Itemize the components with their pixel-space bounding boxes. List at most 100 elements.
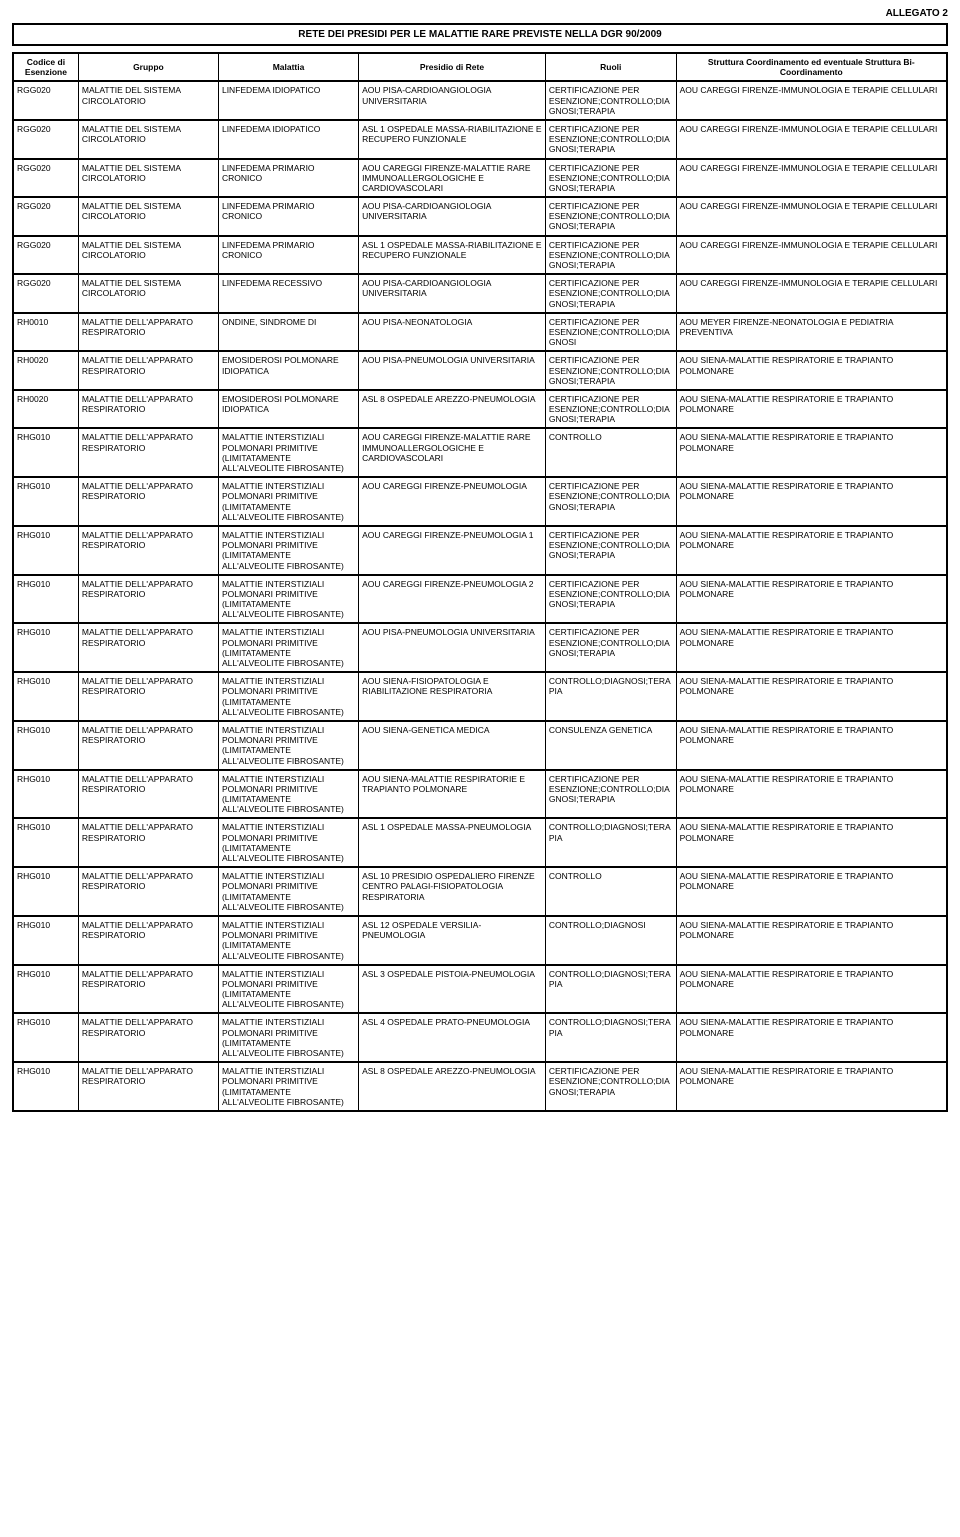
table-cell: CERTIFICAZIONE PER ESENZIONE;CONTROLLO;D… [545, 351, 676, 390]
table-cell: AOU CAREGGI FIRENZE-PNEUMOLOGIA 2 [359, 575, 546, 624]
table-cell: AOU SIENA-MALATTIE RESPIRATORIE E TRAPIA… [676, 672, 947, 721]
table-cell: AOU SIENA-MALATTIE RESPIRATORIE E TRAPIA… [676, 351, 947, 390]
table-cell: CERTIFICAZIONE PER ESENZIONE;CONTROLLO;D… [545, 197, 676, 236]
table-cell: AOU SIENA-MALATTIE RESPIRATORIE E TRAPIA… [676, 575, 947, 624]
table-cell: AOU CAREGGI FIRENZE-MALATTIE RARE IMMUNO… [359, 159, 546, 198]
table-header-row: Codice di EsenzioneGruppoMalattiaPresidi… [13, 53, 947, 81]
table-cell: RHG010 [13, 867, 78, 916]
table-cell: CERTIFICAZIONE PER ESENZIONE;CONTROLLO;D… [545, 159, 676, 198]
table-row: RGG020MALATTIE DEL SISTEMA CIRCOLATORIOL… [13, 236, 947, 275]
table-cell: MALATTIE DELL'APPARATO RESPIRATORIO [78, 477, 218, 526]
table-cell: MALATTIE INTERSTIZIALI POLMONARI PRIMITI… [218, 526, 358, 575]
table-cell: CONSULENZA GENETICA [545, 721, 676, 770]
table-cell: LINFEDEMA IDIOPATICO [218, 120, 358, 159]
table-cell: MALATTIE DELL'APPARATO RESPIRATORIO [78, 818, 218, 867]
table-cell: ASL 10 PRESIDIO OSPEDALIERO FIRENZE CENT… [359, 867, 546, 916]
table-cell: RHG010 [13, 721, 78, 770]
table-row: RHG010MALATTIE DELL'APPARATO RESPIRATORI… [13, 1062, 947, 1111]
table-cell: RH0020 [13, 351, 78, 390]
table-cell: RHG010 [13, 1062, 78, 1111]
table-cell: AOU SIENA-MALATTIE RESPIRATORIE E TRAPIA… [676, 1062, 947, 1111]
table-cell: CONTROLLO;DIAGNOSI;TERAPIA [545, 965, 676, 1014]
table-row: RGG020MALATTIE DEL SISTEMA CIRCOLATORIOL… [13, 159, 947, 198]
table-cell: MALATTIE INTERSTIZIALI POLMONARI PRIMITI… [218, 818, 358, 867]
table-cell: RHG010 [13, 526, 78, 575]
table-cell: MALATTIE INTERSTIZIALI POLMONARI PRIMITI… [218, 721, 358, 770]
table-cell: MALATTIE INTERSTIZIALI POLMONARI PRIMITI… [218, 575, 358, 624]
table-cell: RHG010 [13, 1013, 78, 1062]
table-cell: CONTROLLO [545, 867, 676, 916]
column-header: Presidio di Rete [359, 53, 546, 81]
table-cell: CERTIFICAZIONE PER ESENZIONE;CONTROLLO;D… [545, 120, 676, 159]
table-cell: MALATTIE DELL'APPARATO RESPIRATORIO [78, 916, 218, 965]
table-row: RGG020MALATTIE DEL SISTEMA CIRCOLATORIOL… [13, 81, 947, 120]
table-cell: LINFEDEMA PRIMARIO CRONICO [218, 159, 358, 198]
table-cell: AOU SIENA-MALATTIE RESPIRATORIE E TRAPIA… [676, 770, 947, 819]
table-cell: MALATTIE DEL SISTEMA CIRCOLATORIO [78, 120, 218, 159]
table-cell: MALATTIE INTERSTIZIALI POLMONARI PRIMITI… [218, 965, 358, 1014]
table-cell: AOU SIENA-MALATTIE RESPIRATORIE E TRAPIA… [676, 965, 947, 1014]
table-cell: LINFEDEMA PRIMARIO CRONICO [218, 197, 358, 236]
table-cell: MALATTIE INTERSTIZIALI POLMONARI PRIMITI… [218, 1062, 358, 1111]
table-cell: CONTROLLO;DIAGNOSI [545, 916, 676, 965]
table-row: RHG010MALATTIE DELL'APPARATO RESPIRATORI… [13, 672, 947, 721]
table-cell: AOU SIENA-MALATTIE RESPIRATORIE E TRAPIA… [676, 721, 947, 770]
table-row: RH0020MALATTIE DELL'APPARATO RESPIRATORI… [13, 390, 947, 429]
table-row: RHG010MALATTIE DELL'APPARATO RESPIRATORI… [13, 526, 947, 575]
table-cell: MALATTIE DELL'APPARATO RESPIRATORIO [78, 770, 218, 819]
table-cell: AOU PISA-CARDIOANGIOLOGIA UNIVERSITARIA [359, 81, 546, 120]
table-cell: MALATTIE DEL SISTEMA CIRCOLATORIO [78, 197, 218, 236]
table-cell: MALATTIE DELL'APPARATO RESPIRATORIO [78, 390, 218, 429]
table-cell: MALATTIE DELL'APPARATO RESPIRATORIO [78, 575, 218, 624]
table-cell: RHG010 [13, 770, 78, 819]
table-cell: MALATTIE DEL SISTEMA CIRCOLATORIO [78, 274, 218, 313]
table-cell: MALATTIE INTERSTIZIALI POLMONARI PRIMITI… [218, 672, 358, 721]
table-cell: ONDINE, SINDROME DI [218, 313, 358, 352]
table-cell: CERTIFICAZIONE PER ESENZIONE;CONTROLLO;D… [545, 477, 676, 526]
table-cell: CERTIFICAZIONE PER ESENZIONE;CONTROLLO;D… [545, 81, 676, 120]
table-cell: RGG020 [13, 236, 78, 275]
table-row: RH0020MALATTIE DELL'APPARATO RESPIRATORI… [13, 351, 947, 390]
table-cell: RGG020 [13, 81, 78, 120]
column-header: Codice di Esenzione [13, 53, 78, 81]
table-cell: MALATTIE DELL'APPARATO RESPIRATORIO [78, 1013, 218, 1062]
table-cell: AOU SIENA-MALATTIE RESPIRATORIE E TRAPIA… [359, 770, 546, 819]
table-cell: AOU CAREGGI FIRENZE-IMMUNOLOGIA E TERAPI… [676, 81, 947, 120]
table-cell: AOU SIENA-MALATTIE RESPIRATORIE E TRAPIA… [676, 623, 947, 672]
column-header: Ruoli [545, 53, 676, 81]
table-cell: CONTROLLO [545, 428, 676, 477]
table-cell: MALATTIE DEL SISTEMA CIRCOLATORIO [78, 81, 218, 120]
table-cell: AOU CAREGGI FIRENZE-IMMUNOLOGIA E TERAPI… [676, 159, 947, 198]
table-cell: AOU CAREGGI FIRENZE-IMMUNOLOGIA E TERAPI… [676, 120, 947, 159]
table-cell: AOU SIENA-MALATTIE RESPIRATORIE E TRAPIA… [676, 428, 947, 477]
table-row: RHG010MALATTIE DELL'APPARATO RESPIRATORI… [13, 1013, 947, 1062]
table-cell: CERTIFICAZIONE PER ESENZIONE;CONTROLLO;D… [545, 770, 676, 819]
column-header: Malattia [218, 53, 358, 81]
table-cell: AOU CAREGGI FIRENZE-PNEUMOLOGIA 1 [359, 526, 546, 575]
table-cell: AOU CAREGGI FIRENZE-IMMUNOLOGIA E TERAPI… [676, 274, 947, 313]
table-cell: MALATTIE DELL'APPARATO RESPIRATORIO [78, 1062, 218, 1111]
table-cell: LINFEDEMA IDIOPATICO [218, 81, 358, 120]
table-cell: MALATTIE INTERSTIZIALI POLMONARI PRIMITI… [218, 1013, 358, 1062]
table-cell: MALATTIE DELL'APPARATO RESPIRATORIO [78, 965, 218, 1014]
table-row: RGG020MALATTIE DEL SISTEMA CIRCOLATORIOL… [13, 120, 947, 159]
table-cell: CERTIFICAZIONE PER ESENZIONE;CONTROLLO;D… [545, 623, 676, 672]
table-cell: RHG010 [13, 428, 78, 477]
table-cell: MALATTIE DELL'APPARATO RESPIRATORIO [78, 672, 218, 721]
table-cell: AOU SIENA-MALATTIE RESPIRATORIE E TRAPIA… [676, 526, 947, 575]
table-cell: RHG010 [13, 916, 78, 965]
table-cell: LINFEDEMA PRIMARIO CRONICO [218, 236, 358, 275]
document-title: RETE DEI PRESIDI PER LE MALATTIE RARE PR… [12, 23, 948, 46]
table-cell: AOU SIENA-GENETICA MEDICA [359, 721, 546, 770]
table-cell: MALATTIE INTERSTIZIALI POLMONARI PRIMITI… [218, 867, 358, 916]
table-cell: MALATTIE DELL'APPARATO RESPIRATORIO [78, 351, 218, 390]
table-row: RHG010MALATTIE DELL'APPARATO RESPIRATORI… [13, 965, 947, 1014]
table-cell: CERTIFICAZIONE PER ESENZIONE;CONTROLLO;D… [545, 236, 676, 275]
table-cell: MALATTIE DELL'APPARATO RESPIRATORIO [78, 526, 218, 575]
table-cell: AOU PISA-PNEUMOLOGIA UNIVERSITARIA [359, 623, 546, 672]
table-row: RHG010MALATTIE DELL'APPARATO RESPIRATORI… [13, 575, 947, 624]
table-cell: AOU CAREGGI FIRENZE-IMMUNOLOGIA E TERAPI… [676, 197, 947, 236]
table-cell: CERTIFICAZIONE PER ESENZIONE;CONTROLLO;D… [545, 575, 676, 624]
table-cell: MALATTIE DELL'APPARATO RESPIRATORIO [78, 867, 218, 916]
table-cell: RHG010 [13, 818, 78, 867]
